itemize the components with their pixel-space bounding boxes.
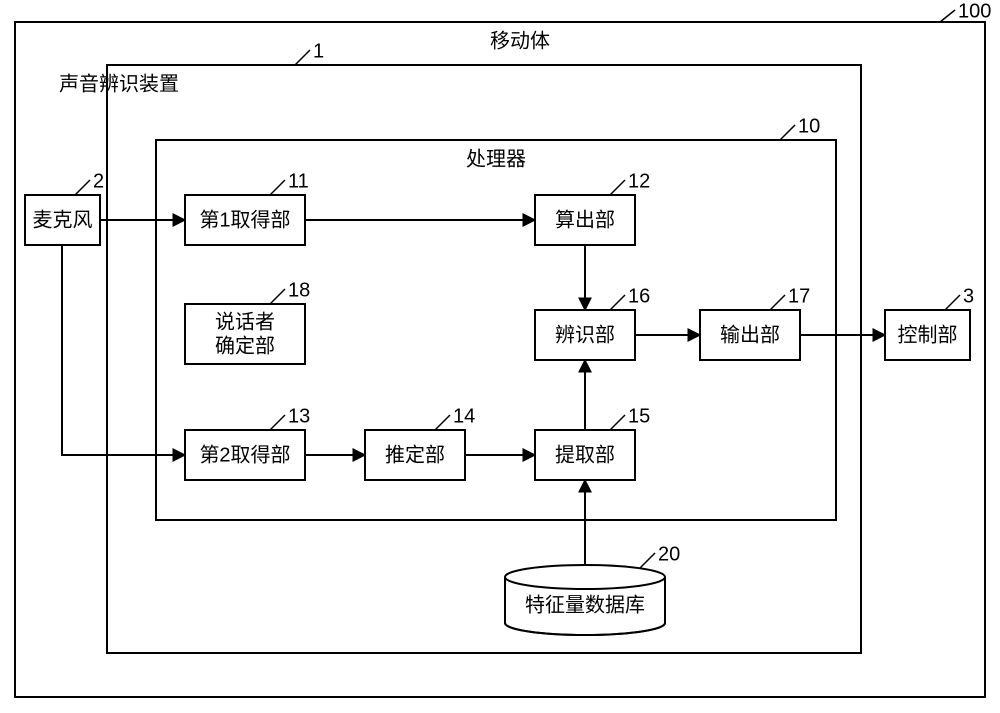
ref-label-acq2: 13 bbox=[288, 405, 310, 427]
ref-leader-calc bbox=[610, 180, 625, 195]
ref-leader-recog bbox=[610, 295, 625, 310]
node-recog-label: 辨识部 bbox=[555, 323, 615, 346]
ref-label-mic: 2 bbox=[93, 170, 104, 192]
ref-label-outer: 100 bbox=[958, 0, 991, 22]
node-acq2-label: 第2取得部 bbox=[199, 443, 290, 466]
ref-leader-estimate bbox=[435, 415, 450, 430]
node-extract: 提取部 bbox=[535, 430, 635, 480]
node-acq1: 第1取得部 bbox=[185, 195, 305, 245]
container-processor-title: 处理器 bbox=[466, 147, 526, 170]
ref-label-control: 3 bbox=[963, 285, 974, 307]
node-calc: 算出部 bbox=[535, 195, 635, 245]
ref-label-db: 20 bbox=[658, 543, 680, 565]
node-estimate-label: 推定部 bbox=[385, 443, 445, 466]
node-acq2: 第2取得部 bbox=[185, 430, 305, 480]
node-recog: 辨识部 bbox=[535, 310, 635, 360]
ref-label-recog: 16 bbox=[628, 285, 650, 307]
container-outer-title: 移动体 bbox=[490, 29, 550, 52]
ref-leader-db bbox=[640, 553, 655, 568]
ref-label-estimate: 14 bbox=[453, 405, 475, 427]
ref-leader-processor bbox=[780, 125, 795, 140]
ref-leader-speaker bbox=[270, 289, 285, 304]
ref-label-speaker: 18 bbox=[288, 279, 310, 301]
node-db: 特征量数据库 bbox=[505, 565, 665, 635]
ref-label-device: 1 bbox=[313, 40, 324, 62]
node-db-label: 特征量数据库 bbox=[525, 593, 645, 616]
node-estimate: 推定部 bbox=[365, 430, 465, 480]
ref-label-processor: 10 bbox=[798, 115, 820, 137]
ref-leader-device bbox=[295, 50, 310, 65]
node-extract-label: 提取部 bbox=[555, 443, 615, 466]
ref-leader-outer bbox=[940, 10, 955, 22]
ref-leader-extract bbox=[610, 415, 625, 430]
node-speaker-label-0: 说话者 bbox=[215, 310, 275, 333]
node-output-label: 输出部 bbox=[720, 323, 780, 346]
node-control-label: 控制部 bbox=[898, 323, 958, 346]
block-diagram: 移动体声音辨识装置处理器 麦克风 第1取得部 算出部说话者确定部 辨识部 输出部 控制部第… bbox=[0, 0, 1000, 713]
node-calc-label: 算出部 bbox=[555, 208, 615, 231]
ref-leader-acq1 bbox=[270, 180, 285, 195]
node-output: 输出部 bbox=[700, 310, 800, 360]
ref-leader-output bbox=[770, 295, 785, 310]
node-speaker-label-1: 确定部 bbox=[215, 334, 275, 357]
node-acq1-label: 第1取得部 bbox=[199, 208, 290, 231]
node-speaker: 说话者确定部 bbox=[185, 304, 305, 364]
ref-label-calc: 12 bbox=[628, 170, 650, 192]
ref-label-acq1: 11 bbox=[288, 170, 309, 192]
ref-leader-control bbox=[945, 295, 960, 310]
ref-label-extract: 15 bbox=[628, 405, 650, 427]
node-mic: 麦克风 bbox=[25, 195, 100, 245]
container-device-title: 声音辨识装置 bbox=[59, 72, 179, 95]
edge-mic-acq2 bbox=[62, 245, 185, 455]
container-outer bbox=[15, 22, 985, 697]
ref-leader-acq2 bbox=[270, 415, 285, 430]
node-mic-label: 麦克风 bbox=[33, 208, 93, 231]
ref-label-output: 17 bbox=[788, 285, 810, 307]
node-control: 控制部 bbox=[885, 310, 970, 360]
ref-leader-mic bbox=[75, 180, 90, 195]
